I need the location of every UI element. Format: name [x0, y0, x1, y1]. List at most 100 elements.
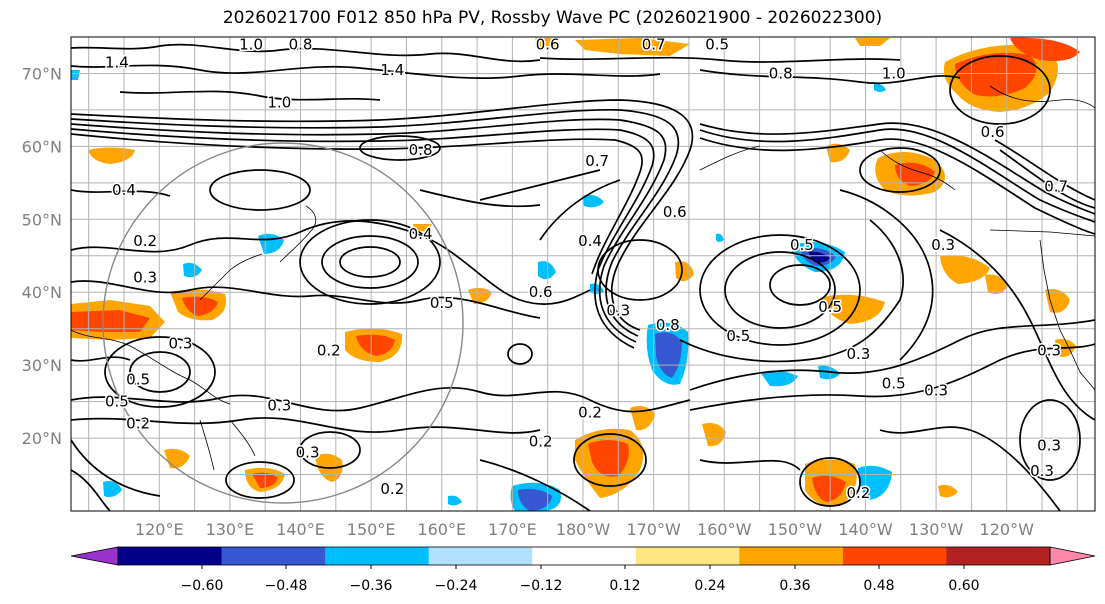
- map-plot-area: 1.4 1.0 0.8 1.4 1.0 0.8 0.4 0.2 0.4 0.5 0.6 0.7 0.4 0…: [71, 35, 1095, 511]
- contour-label: 0.3: [169, 334, 193, 352]
- figure-title: 2026021700 F012 850 hPa PV, Rossby Wave …: [222, 8, 883, 28]
- colorbar-segment: [428, 547, 533, 565]
- contour-label: 0.5: [705, 35, 729, 53]
- shading-negative: [874, 83, 886, 92]
- contour-label: 0.2: [380, 480, 404, 498]
- contour-label: 0.3: [1037, 436, 1061, 454]
- longitude-tick-label: 120°E: [135, 520, 184, 539]
- contour-label: 1.0: [267, 94, 291, 112]
- contour-label: 0.2: [126, 414, 150, 432]
- shading-negative: [103, 481, 122, 498]
- colorbar-segment: [739, 547, 844, 565]
- colorbar-tick-label: 0.12: [609, 578, 640, 594]
- longitude-tick-label: 170°W: [626, 520, 681, 539]
- longitude-tick-label: 160°E: [417, 520, 466, 539]
- colorbar-tick-label: 0.60: [948, 578, 979, 594]
- contour-label: 0.5: [790, 236, 814, 254]
- contour-label: 0.2: [133, 232, 157, 250]
- latitude-tick-label: 30°N: [22, 356, 62, 375]
- contour-label: 0.3: [133, 269, 157, 287]
- colorbar-extension-high: [1049, 546, 1096, 566]
- colorbar-tick-label: 0.48: [863, 578, 894, 594]
- shading-positive: [940, 255, 990, 284]
- colorbar-tick-label: −0.60: [181, 578, 224, 594]
- longitude-tick-label: 160°W: [697, 520, 752, 539]
- shading-negative: [183, 262, 202, 278]
- contour-label: 0.6: [981, 123, 1005, 141]
- contour-label: 0.2: [529, 433, 553, 451]
- contour-label: 0.2: [317, 342, 341, 360]
- shading-negative: [582, 194, 604, 208]
- shading-positive: [826, 143, 850, 163]
- shading-positive: [71, 310, 150, 332]
- shading-positive: [895, 162, 935, 186]
- shading-positive: [1045, 289, 1070, 313]
- contour-label: 1.0: [239, 35, 263, 53]
- colorbar-tick-label: 0.36: [779, 578, 810, 594]
- graticule: [71, 37, 1095, 511]
- contour-label: 0.5: [726, 327, 750, 345]
- shading-negative: [590, 283, 604, 294]
- contour-label: 0.4: [112, 181, 136, 199]
- contour-label: 1.4: [380, 61, 404, 79]
- latitude-tick-label: 60°N: [22, 137, 62, 156]
- colorbar-segment: [842, 547, 947, 565]
- contour-label: 0.3: [1030, 462, 1054, 480]
- contour-label: 0.7: [1044, 177, 1068, 195]
- map-frame: [70, 36, 1096, 512]
- shading-positive: [182, 296, 218, 316]
- longitude-tick-label: 150°E: [347, 520, 396, 539]
- shading-positive: [356, 334, 395, 356]
- colorbar: [70, 546, 1096, 566]
- colorbar-segment: [946, 547, 1051, 565]
- colorbar-tick-label: −0.12: [520, 578, 563, 594]
- shading-negative: [518, 488, 552, 511]
- reference-circle: [102, 142, 464, 504]
- shading-negative: [538, 261, 556, 280]
- longitude-labels: 120°E 130°E 140°E 150°E 160°E 170°E 180°W 170°W…: [135, 520, 1034, 539]
- contour-label: 0.6: [536, 35, 560, 53]
- contour-label: 0.5: [430, 294, 454, 312]
- shading-positive: [985, 274, 1008, 294]
- contour-label: 0.8: [656, 316, 680, 334]
- shading-negative: [760, 370, 798, 387]
- colorbar-segment: [118, 547, 223, 565]
- shading-positive: [413, 224, 432, 232]
- colorbar-tick-label: −0.48: [265, 578, 308, 594]
- contour-label: 0.8: [769, 64, 793, 82]
- colorbar-segment: [635, 547, 740, 565]
- colorbar-segment: [325, 547, 430, 565]
- contour-label: 0.3: [267, 396, 291, 414]
- longitude-tick-label: 140°E: [276, 520, 325, 539]
- contour-label: 0.2: [846, 484, 870, 502]
- pv-contours: [71, 43, 1095, 511]
- colorbar-ticks: −0.60 −0.48 −0.36 −0.24 −0.12 0.12 0.24 0.36 0.4…: [181, 565, 980, 594]
- contour-label: 0.4: [409, 225, 433, 243]
- contour-label: 0.4: [578, 232, 602, 250]
- contour-label: 0.8: [409, 141, 433, 159]
- contour-label: 0.3: [1037, 342, 1061, 360]
- longitude-tick-label: 150°W: [768, 520, 823, 539]
- shading-positive: [955, 52, 1037, 97]
- shading-positive: [1010, 37, 1080, 61]
- contour-label: 0.5: [882, 374, 906, 392]
- coastlines: [71, 85, 1095, 471]
- longitude-tick-label: 180°W: [556, 520, 611, 539]
- contour-label: 0.8: [289, 35, 313, 53]
- shading-positive: [812, 475, 846, 502]
- shading-negative: [71, 70, 80, 80]
- contour-label: 0.5: [126, 371, 150, 389]
- shading-negative: [655, 332, 682, 378]
- contour-label: 0.7: [585, 152, 609, 170]
- contour-label: 0.3: [931, 236, 955, 254]
- shading-positive: [855, 38, 890, 46]
- contour-label: 0.6: [529, 283, 553, 301]
- shading-negative: [448, 495, 462, 506]
- longitude-tick-label: 140°W: [838, 520, 893, 539]
- colorbar-frame: [117, 546, 1051, 566]
- latitude-tick-label: 50°N: [22, 210, 62, 229]
- shading-negative: [716, 233, 724, 242]
- latitude-tick-label: 40°N: [22, 283, 62, 302]
